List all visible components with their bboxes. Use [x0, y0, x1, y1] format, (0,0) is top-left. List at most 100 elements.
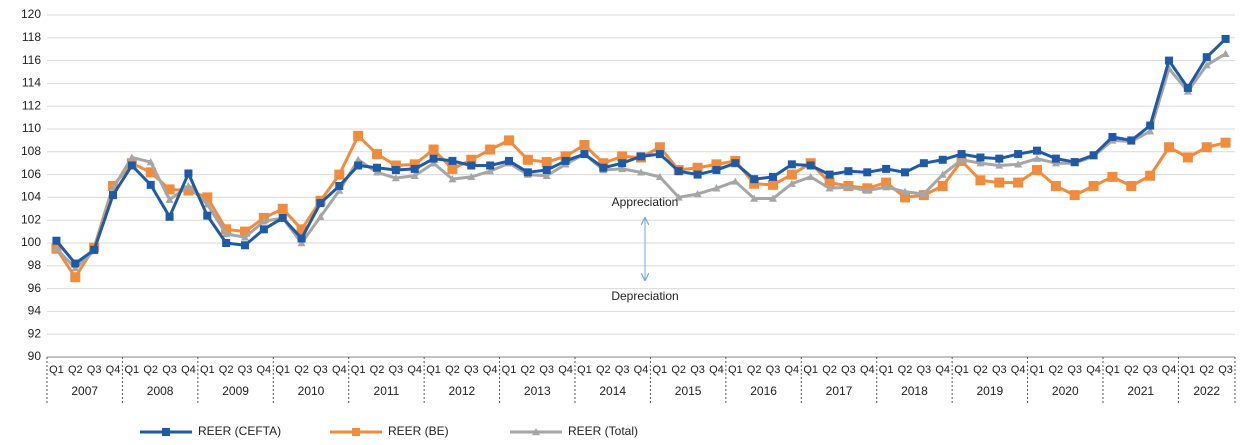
marker [617, 151, 628, 162]
y-tick-label: 116 [22, 53, 41, 67]
y-tick-label: 102 [21, 212, 41, 226]
marker [448, 175, 457, 183]
marker [1013, 177, 1024, 188]
marker [71, 264, 80, 272]
x-tick-label: Q2 [596, 364, 611, 376]
marker [1146, 121, 1155, 130]
x-tick-label: Q3 [1218, 364, 1233, 376]
x-tick-label: Q2 [1124, 364, 1139, 376]
year-label: 2010 [298, 384, 325, 398]
x-tick-label: Q2 [68, 364, 83, 376]
marker [532, 428, 540, 436]
x-tick-label: Q3 [1143, 364, 1158, 376]
marker [391, 166, 400, 175]
marker [1089, 151, 1098, 160]
y-tick-label: 96 [28, 281, 42, 295]
marker [731, 159, 740, 168]
marker [919, 189, 928, 198]
marker [711, 159, 722, 170]
marker [957, 150, 966, 159]
year-label: 2008 [147, 384, 174, 398]
x-tick-label: Q4 [1162, 364, 1177, 376]
marker [278, 213, 287, 222]
x-tick-label: Q4 [407, 364, 422, 376]
y-tick-label: 92 [28, 326, 42, 340]
marker [844, 183, 853, 191]
marker [938, 170, 947, 178]
x-tick-label: Q1 [1181, 364, 1196, 376]
marker [409, 159, 420, 170]
x-tick-label: Q1 [577, 364, 592, 376]
y-tick-label: 108 [21, 144, 41, 158]
marker [146, 158, 155, 166]
marker [1165, 56, 1173, 65]
marker [145, 167, 156, 178]
x-tick-label: Q2 [1199, 364, 1214, 376]
marker [109, 191, 117, 200]
marker [241, 241, 249, 250]
y-tick-label: 120 [21, 7, 41, 21]
x-tick-label: Q2 [747, 364, 762, 376]
marker [901, 168, 909, 177]
x-tick-label: Q4 [181, 364, 196, 376]
marker [863, 168, 872, 177]
marker [390, 160, 401, 171]
marker [277, 203, 288, 214]
marker [541, 157, 552, 168]
marker [259, 217, 268, 225]
marker [1051, 159, 1060, 167]
marker [297, 239, 306, 247]
x-tick-label: Q1 [803, 364, 818, 376]
marker [335, 182, 344, 190]
x-tick-label: Q1 [728, 364, 743, 376]
year-label: 2020 [1052, 384, 1079, 398]
y-tick-label: 104 [21, 190, 41, 204]
marker [919, 159, 928, 168]
marker [1032, 165, 1042, 176]
marker [428, 144, 439, 155]
y-tick-label: 90 [28, 349, 42, 363]
marker [975, 175, 986, 186]
marker [162, 428, 170, 436]
x-tick-label: Q2 [898, 364, 913, 376]
y-tick-label: 110 [22, 121, 41, 135]
marker [787, 160, 796, 169]
marker [316, 212, 325, 220]
y-tick-label: 118 [22, 30, 41, 44]
marker [467, 172, 476, 181]
year-label: 2009 [222, 384, 249, 398]
x-tick-label: Q3 [1067, 364, 1082, 376]
marker [1145, 170, 1156, 181]
annotation: Depreciation [611, 289, 678, 303]
x-tick-label: Q1 [879, 364, 894, 376]
marker [352, 428, 360, 436]
marker [165, 212, 174, 221]
marker [787, 179, 796, 187]
x-tick-label: Q4 [1011, 364, 1026, 376]
marker [410, 171, 419, 179]
x-tick-label: Q3 [690, 364, 705, 376]
x-tick-label: Q2 [671, 364, 686, 376]
x-tick-label: Q1 [125, 364, 140, 376]
x-tick-label: Q2 [219, 364, 234, 376]
marker [1221, 34, 1230, 43]
marker [70, 272, 81, 283]
marker [410, 164, 419, 173]
marker [901, 187, 909, 195]
marker [202, 192, 213, 203]
marker [1220, 137, 1231, 148]
marker [296, 224, 307, 235]
x-tick-label: Q2 [973, 364, 988, 376]
marker [203, 211, 212, 220]
x-tick-label: Q3 [162, 364, 177, 376]
marker [994, 177, 1005, 188]
marker [560, 151, 571, 162]
x-tick-label: Q4 [1086, 364, 1101, 376]
marker [429, 154, 438, 163]
marker [184, 182, 193, 190]
marker [146, 180, 155, 189]
x-tick-label: Q1 [351, 364, 366, 376]
marker [1051, 154, 1060, 163]
x-tick-label: Q4 [709, 364, 724, 376]
marker [637, 168, 645, 176]
